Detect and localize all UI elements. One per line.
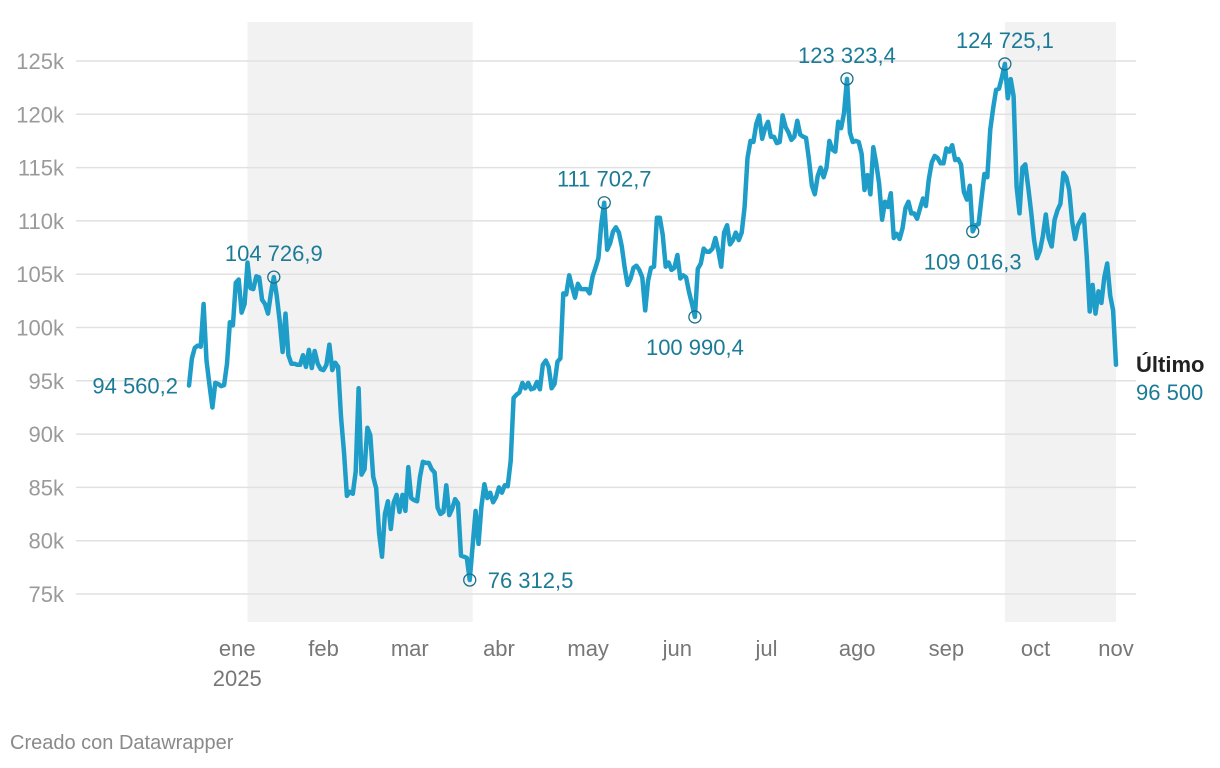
annotation-marker [688,310,702,324]
x-tick-label: ene [219,636,256,661]
y-tick-label: 120k [16,102,65,127]
y-axis-ticks: 75k 80k 85k 90k 95k 100k 105k 110k 115k 120k 125k [16,49,65,607]
annotation-label: 100 990,4 [646,335,744,360]
x-tick-label: feb [308,636,339,661]
x-tick-label: mar [391,636,429,661]
x-tick-sublabel: 2025 [213,666,262,691]
annotation-label: 76 312,5 [488,568,574,593]
annotation-marker [966,224,980,239]
last-value-number: 96 500 [1136,380,1203,405]
annotation-marker [840,72,854,86]
annotations: 94 560,2 104 726,9 76 312,5 111 702,7 100 99… [92,28,1053,593]
annotation-marker [998,57,1012,71]
x-tick-label: jul [755,636,778,661]
gridlines [76,60,1136,595]
annotation-label: 109 016,3 [924,249,1022,274]
y-tick-label: 105k [16,262,65,287]
y-tick-label: 85k [29,475,65,500]
last-value-title: Último [1136,352,1204,377]
x-tick-label: abr [483,636,515,661]
x-tick-label: ago [839,636,876,661]
annotation-label: 123 323,4 [798,43,896,68]
annotation-marker [597,196,611,210]
x-tick-label: nov [1098,636,1133,661]
shaded-period [1004,22,1116,622]
y-tick-label: 125k [16,49,65,74]
annotation-marker [463,573,477,587]
y-tick-label: 100k [16,316,65,341]
credit-text: Creado con Datawrapper [10,732,234,754]
y-tick-label: 90k [29,422,65,447]
annotation-label: 94 560,2 [92,373,178,398]
shaded-periods [247,22,1116,622]
y-tick-label: 75k [29,582,65,607]
y-tick-label: 110k [18,209,65,234]
x-tick-label: jun [662,636,692,661]
annotation-label: 104 726,9 [225,241,323,266]
last-value-label: Último 96 500 [1136,352,1204,405]
annotation-label: 124 725,1 [956,28,1054,53]
x-tick-label: sep [929,636,964,661]
x-tick-label: oct [1021,636,1050,661]
x-axis-ticks: ene 2025 feb mar abr may jun jul ago sep oct nov [213,636,1134,691]
annotation-marker [267,270,281,284]
series-line [186,61,1119,583]
annotation-label: 111 702,7 [557,167,652,192]
series-line-group [186,61,1119,583]
y-tick-label: 80k [29,529,65,554]
y-tick-label: 115k [18,156,65,181]
x-tick-label: may [567,636,609,661]
y-tick-label: 95k [29,369,65,394]
